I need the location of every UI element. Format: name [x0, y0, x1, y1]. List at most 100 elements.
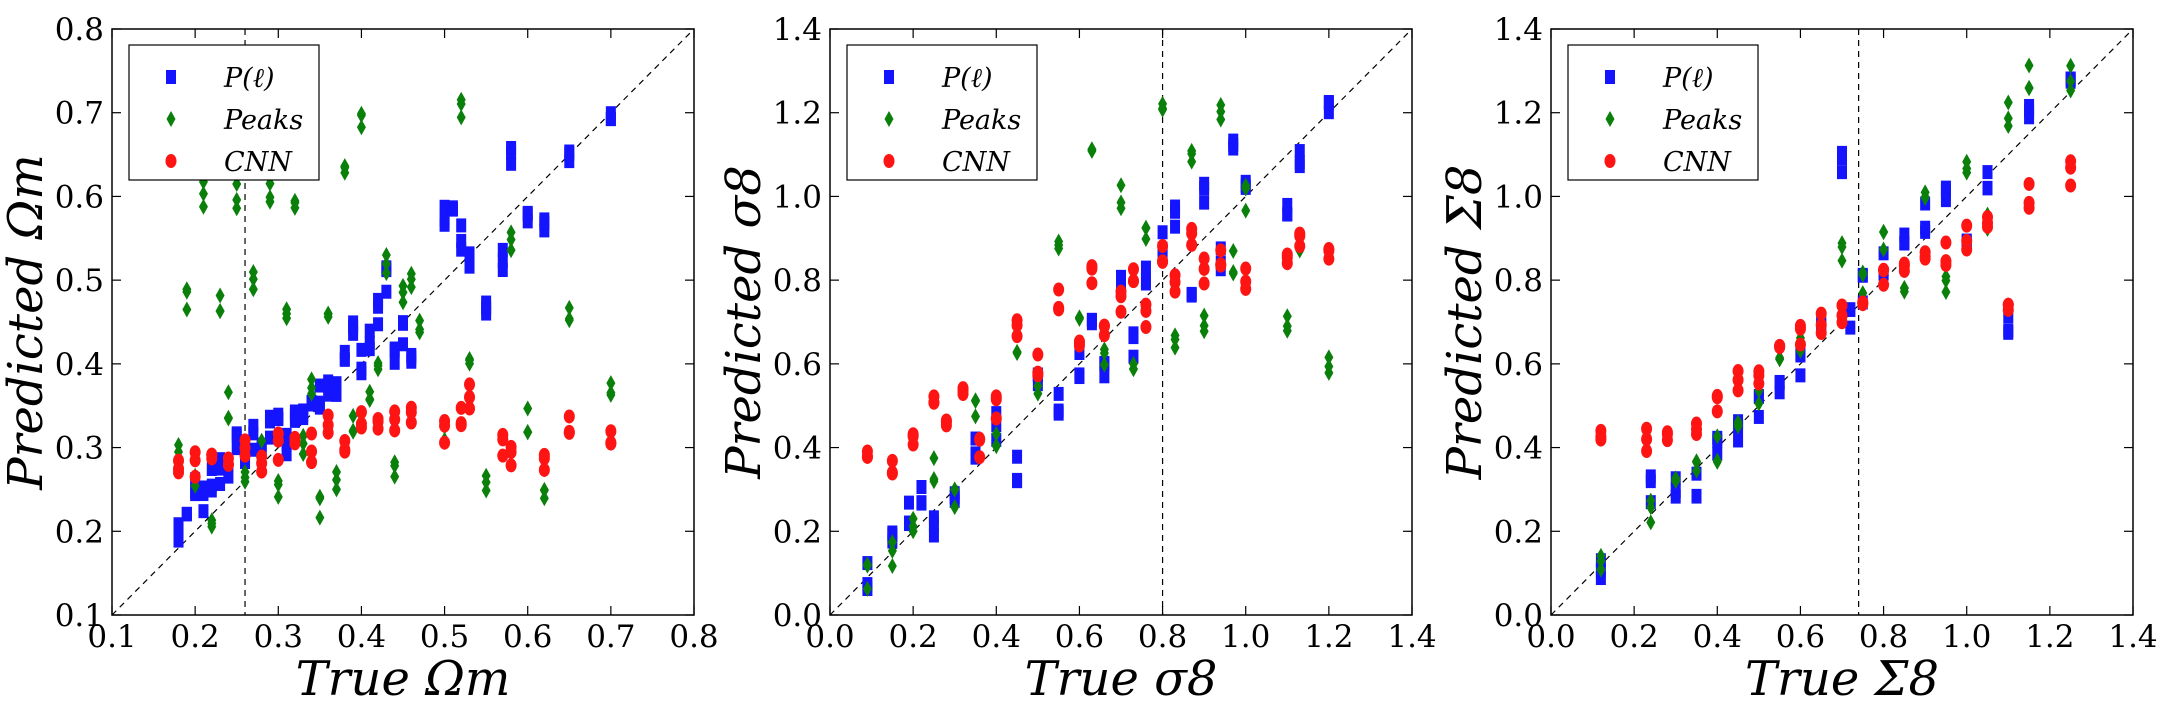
- data-point: [1879, 241, 1889, 258]
- data-point: [1199, 195, 1210, 210]
- data-point: [1961, 218, 1973, 233]
- data-point: [564, 312, 574, 329]
- data-point: [990, 392, 1002, 407]
- data-point: [1282, 207, 1293, 222]
- data-point: [563, 409, 575, 424]
- data-point: [1878, 277, 1890, 292]
- data-point: [232, 200, 242, 217]
- y-tick-label: 1.2: [1494, 96, 1543, 132]
- data-point: [439, 199, 450, 214]
- data-point: [2024, 79, 2034, 96]
- legend-entry: CNN: [1663, 147, 1732, 178]
- data-point: [1324, 358, 1334, 375]
- legend-marker: [166, 111, 176, 127]
- data-point: [206, 478, 217, 493]
- legend: P(ℓ) Peaks CNN: [128, 44, 320, 181]
- data-point: [365, 383, 375, 400]
- y-tick-label: 0.7: [55, 96, 104, 132]
- legend-box: [128, 44, 320, 181]
- data-point: [1099, 341, 1109, 358]
- data-point: [248, 426, 259, 441]
- data-point: [1596, 547, 1606, 564]
- data-point: [447, 202, 458, 217]
- data-point: [198, 185, 208, 202]
- data-point: [364, 323, 375, 338]
- data-point: [1774, 385, 1785, 400]
- data-point: [381, 255, 391, 272]
- data-point: [1294, 239, 1306, 254]
- y-axis-label: Predicted Σ8: [1437, 165, 1493, 481]
- data-point: [1141, 219, 1151, 236]
- data-point: [239, 433, 251, 448]
- data-point: [348, 319, 359, 334]
- y-tick-label: 0.2: [1494, 514, 1543, 550]
- data-point: [1898, 259, 1910, 274]
- data-point: [505, 458, 517, 473]
- x-tick-label: 0.6: [503, 619, 552, 655]
- data-point: [1837, 165, 1847, 180]
- data-point: [406, 265, 416, 282]
- data-point: [1215, 243, 1227, 258]
- data-point: [281, 427, 292, 442]
- data-point: [182, 283, 192, 300]
- data-point: [348, 407, 358, 424]
- data-point: [232, 191, 242, 208]
- data-point: [1899, 235, 1910, 250]
- data-point: [523, 423, 533, 440]
- legend-marker: [1605, 70, 1615, 84]
- data-point: [506, 156, 517, 171]
- data-point: [1692, 462, 1701, 479]
- data-point: [1215, 258, 1227, 273]
- data-point: [1187, 145, 1197, 162]
- data-point: [1641, 432, 1653, 447]
- x-tick-label: 0.2: [170, 619, 219, 655]
- data-point: [2066, 82, 2076, 99]
- y-tick-label: 0.8: [55, 12, 104, 48]
- x-tick-label: 0.2: [888, 619, 937, 655]
- data-point: [1941, 283, 1951, 300]
- data-point: [415, 312, 425, 329]
- y-tick-label: 0.6: [773, 347, 822, 383]
- data-point: [1012, 344, 1022, 361]
- data-point: [1836, 315, 1848, 330]
- data-point: [1170, 331, 1180, 348]
- data-point: [1128, 326, 1139, 341]
- data-point: [1733, 416, 1743, 433]
- data-point: [248, 442, 259, 457]
- legend-box: [846, 44, 1038, 181]
- data-point: [356, 361, 367, 376]
- data-point: [239, 448, 251, 463]
- data-point: [331, 471, 341, 488]
- data-point: [1323, 243, 1335, 258]
- data-point: [1940, 180, 1951, 195]
- data-point: [886, 453, 898, 468]
- data-point: [256, 464, 268, 479]
- data-point: [1646, 499, 1656, 516]
- data-point: [231, 428, 242, 443]
- data-point: [1087, 141, 1097, 158]
- legend-marker: [883, 154, 895, 168]
- data-point: [1920, 189, 1930, 206]
- data-point: [364, 342, 375, 357]
- data-point: [365, 391, 375, 408]
- data-point: [563, 425, 575, 440]
- legend: P(ℓ) Peaks CNN: [846, 44, 1038, 181]
- data-point: [950, 499, 960, 516]
- data-point: [1054, 237, 1064, 254]
- data-point: [862, 580, 872, 597]
- data-point: [272, 452, 284, 467]
- data-point: [298, 435, 308, 452]
- data-point: [1169, 268, 1181, 283]
- data-point: [223, 469, 234, 484]
- data-point: [903, 515, 914, 530]
- data-point: [1127, 262, 1139, 277]
- x-tick-label: 0.4: [337, 619, 386, 655]
- data-point: [406, 279, 416, 296]
- legend-entry: CNN: [224, 147, 293, 178]
- data-point: [272, 426, 284, 441]
- data-point: [314, 400, 325, 415]
- x-tick-label: 1.0: [1221, 619, 1270, 655]
- data-point: [957, 381, 969, 396]
- x-tick-label: 0.4: [972, 619, 1021, 655]
- data-point: [887, 525, 898, 540]
